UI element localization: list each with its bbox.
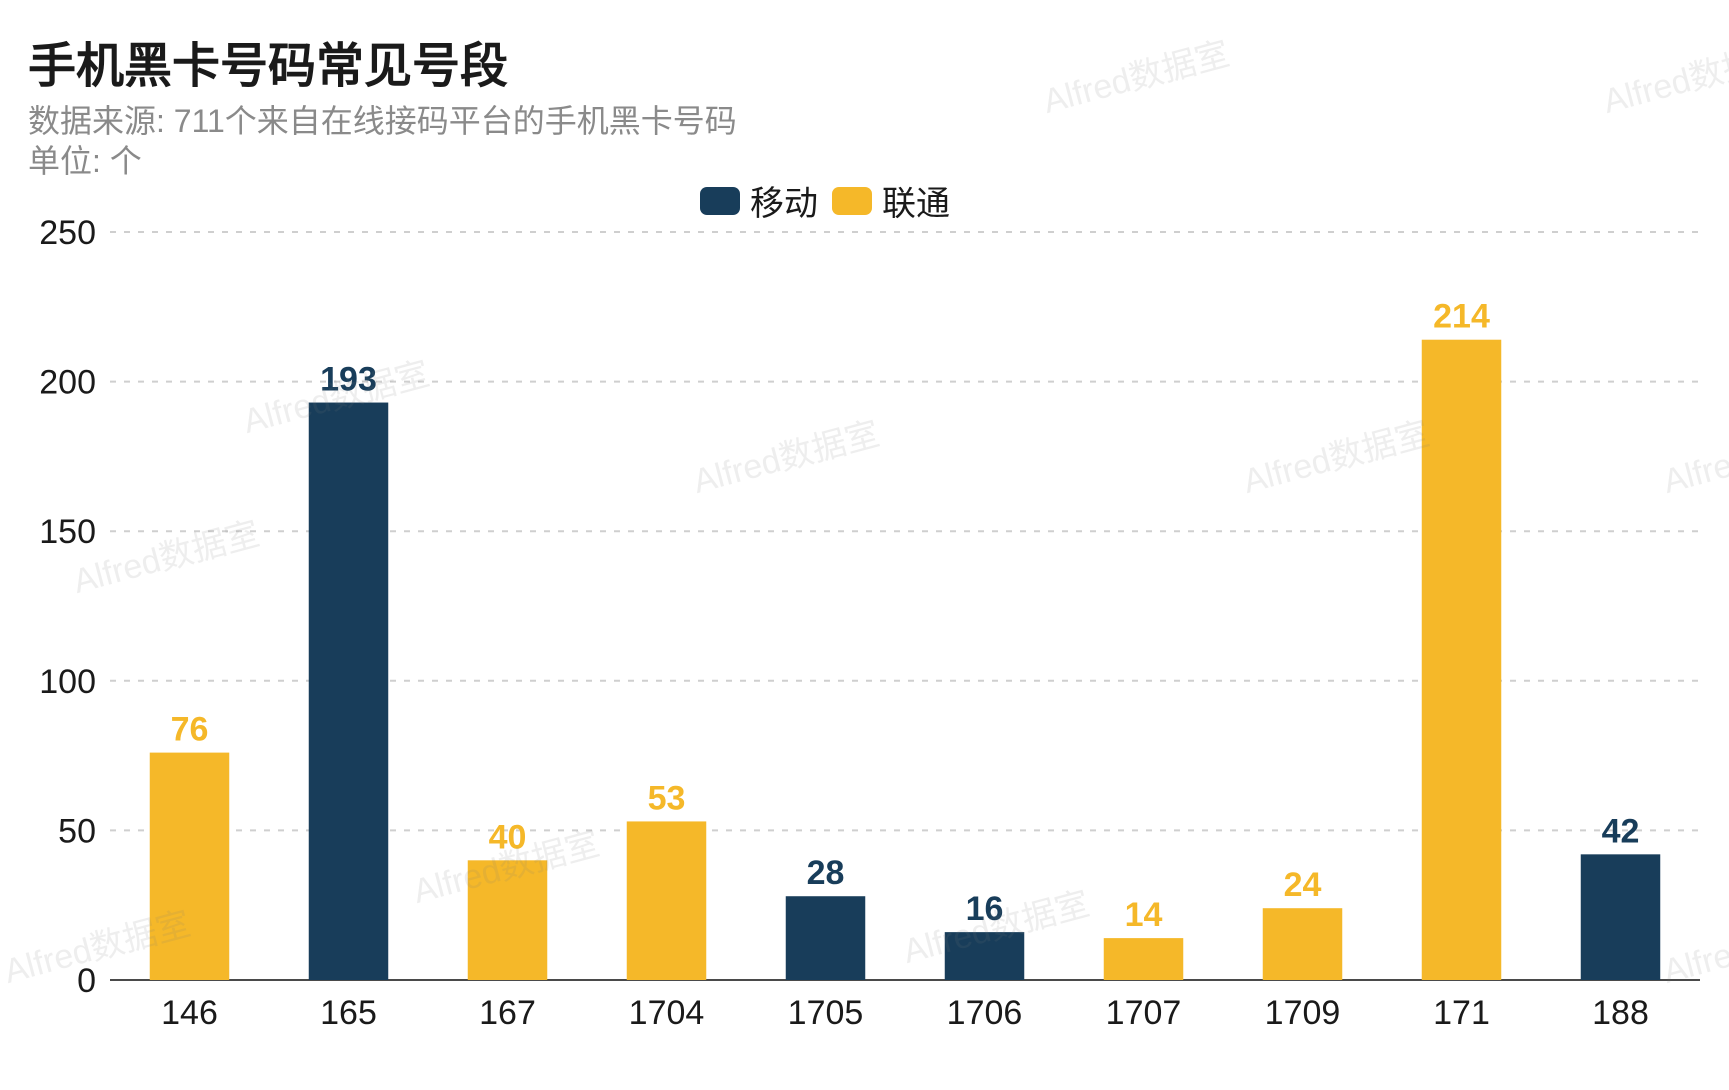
bar-value-label: 28 xyxy=(807,854,845,892)
chart-container: 手机黑卡号码常见号段 数据来源: 711个来自在线接码平台的手机黑卡号码 单位:… xyxy=(0,0,1729,1090)
bar xyxy=(1263,908,1343,980)
watermark: Alfred数据室 xyxy=(1037,26,1234,123)
x-tick-label: 1704 xyxy=(629,994,705,1032)
watermark: Alfred数据室 xyxy=(1597,26,1729,123)
chart-title: 手机黑卡号码常见号段 xyxy=(28,26,508,96)
x-tick-label: 1705 xyxy=(788,994,864,1032)
y-tick-label: 0 xyxy=(77,962,96,1000)
y-tick-label: 100 xyxy=(39,663,96,701)
chart-subtitle-line-2: 单位: 个 xyxy=(28,136,142,182)
bar-value-label: 76 xyxy=(171,711,209,749)
bar-value-label: 40 xyxy=(489,818,527,856)
x-tick-label: 1709 xyxy=(1265,994,1341,1032)
bar-value-label: 53 xyxy=(648,779,686,817)
bar-value-label: 214 xyxy=(1433,298,1490,336)
bar xyxy=(1422,340,1502,980)
bar xyxy=(309,403,389,980)
bar-chart: 0 50 100 150 200 250 76 146 193 165 40 167 53 1704 28 1… xyxy=(26,202,1720,1040)
x-tick-label: 146 xyxy=(161,994,218,1032)
y-tick-label: 50 xyxy=(58,812,96,850)
bar-value-label: 24 xyxy=(1284,866,1322,904)
x-tick-label: 167 xyxy=(479,994,536,1032)
x-tick-label: 171 xyxy=(1433,994,1490,1032)
x-tick-label: 165 xyxy=(320,994,377,1032)
y-tick-label: 200 xyxy=(39,364,96,402)
bar xyxy=(1104,938,1184,980)
y-tick-label: 250 xyxy=(39,214,96,252)
bar xyxy=(1581,854,1661,980)
x-tick-label: 188 xyxy=(1592,994,1649,1032)
bar xyxy=(150,753,230,980)
bar xyxy=(627,821,707,980)
bar xyxy=(945,932,1025,980)
bar-value-label: 16 xyxy=(966,890,1004,928)
bar xyxy=(468,860,548,980)
bar-value-label: 14 xyxy=(1125,896,1163,934)
x-tick-label: 1706 xyxy=(947,994,1023,1032)
y-tick-label: 150 xyxy=(39,513,96,551)
bar-value-label: 42 xyxy=(1602,812,1640,850)
x-tick-label: 1707 xyxy=(1106,994,1182,1032)
bar-value-label: 193 xyxy=(320,361,377,399)
bar xyxy=(786,896,866,980)
